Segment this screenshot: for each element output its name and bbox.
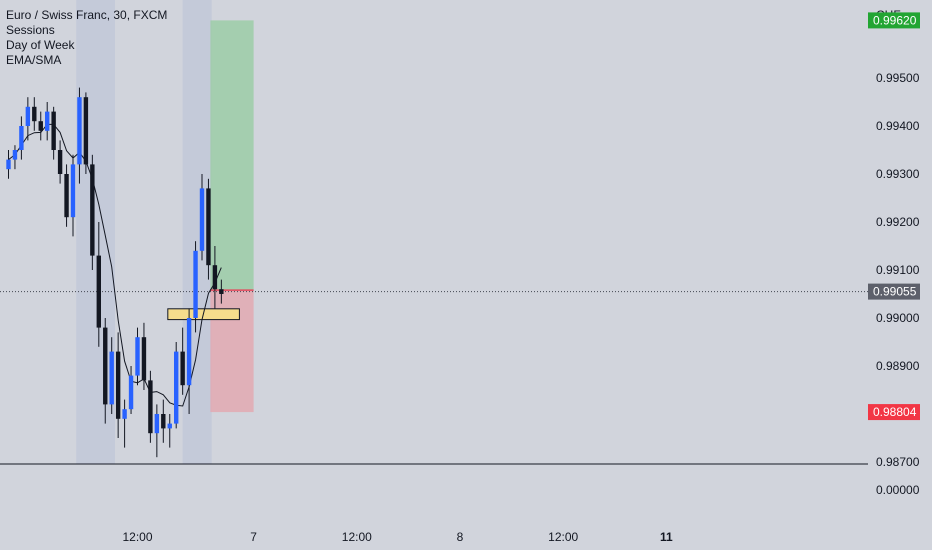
candle-body-16 <box>109 351 114 405</box>
moving-average-line <box>8 123 222 407</box>
candle-body-8 <box>57 150 63 174</box>
candle-body-11 <box>77 97 82 165</box>
candle-body-25 <box>167 423 172 429</box>
candle-body-14 <box>96 255 101 328</box>
candle-body-12 <box>83 97 89 165</box>
position-profit-zone <box>210 20 254 291</box>
candle-body-3 <box>25 106 31 126</box>
candle-body-27 <box>180 351 185 386</box>
y-tick-2: 0.99400 <box>876 119 920 133</box>
candle-body-6 <box>45 111 50 131</box>
candle-body-17 <box>115 351 121 419</box>
x-tick-6: 11 <box>660 530 673 544</box>
candle-body-4 <box>32 106 37 122</box>
candle-body-2 <box>19 126 24 150</box>
y-tick-6: 0.99000 <box>876 311 920 325</box>
candle-body-0 <box>6 159 11 170</box>
candle-body-7 <box>51 111 56 150</box>
candle-body-24 <box>161 414 166 429</box>
candle-body-30 <box>199 188 205 251</box>
x-tick-1: 12:00 <box>122 530 152 544</box>
y-tick-8: 0.98700 <box>876 455 920 469</box>
candle-body-5 <box>38 121 43 131</box>
candle-body-9 <box>64 174 69 218</box>
candle-body-20 <box>135 337 140 376</box>
candle-body-21 <box>141 337 147 381</box>
candle-body-33 <box>219 289 224 294</box>
candle-body-13 <box>90 164 95 256</box>
x-tick-3: 12:00 <box>342 530 372 544</box>
candle-body-22 <box>148 380 153 434</box>
target-price-label: 0.99620 <box>873 13 917 27</box>
target-price-label-bg <box>868 12 920 29</box>
candle-body-28 <box>186 318 192 386</box>
indicator-day-of-week[interactable]: Day of Week <box>6 38 75 52</box>
y-tick-5: 0.99100 <box>876 263 920 277</box>
x-tick-2: 7 <box>250 530 257 544</box>
candle-body-32 <box>212 265 218 290</box>
candle-body-31 <box>206 188 211 266</box>
y-tick-3: 0.99300 <box>876 167 920 181</box>
y-tick-4: 0.99200 <box>876 215 920 229</box>
candle-body-23 <box>154 414 160 434</box>
lower-pane-tick: 0.00000 <box>876 483 920 497</box>
y-tick-1: 0.99500 <box>876 71 920 85</box>
session-band-1 <box>76 0 115 464</box>
candle-body-1 <box>12 150 18 160</box>
last-price-label-bg <box>868 283 920 300</box>
x-tick-5: 12:00 <box>548 530 578 544</box>
chart-legend: Euro / Swiss Franc, 30, FXCM Sessions Da… <box>6 8 167 68</box>
last-price-label: 0.99055 <box>873 285 917 299</box>
candle-body-18 <box>122 409 127 419</box>
candle-body-19 <box>128 375 134 410</box>
indicator-ema-sma[interactable]: EMA/SMA <box>6 53 62 67</box>
stop-price-label: 0.98804 <box>873 405 917 419</box>
candle-body-10 <box>70 164 76 218</box>
y-tick-7: 0.98900 <box>876 359 920 373</box>
stop-price-label-bg <box>868 404 920 421</box>
candle-body-29 <box>193 250 198 318</box>
chart-title[interactable]: Euro / Swiss Franc, 30, FXCM <box>6 8 168 22</box>
indicator-sessions[interactable]: Sessions <box>6 23 55 37</box>
x-tick-4: 8 <box>457 530 464 544</box>
candle-body-26 <box>174 351 179 424</box>
candle-body-15 <box>103 327 108 405</box>
